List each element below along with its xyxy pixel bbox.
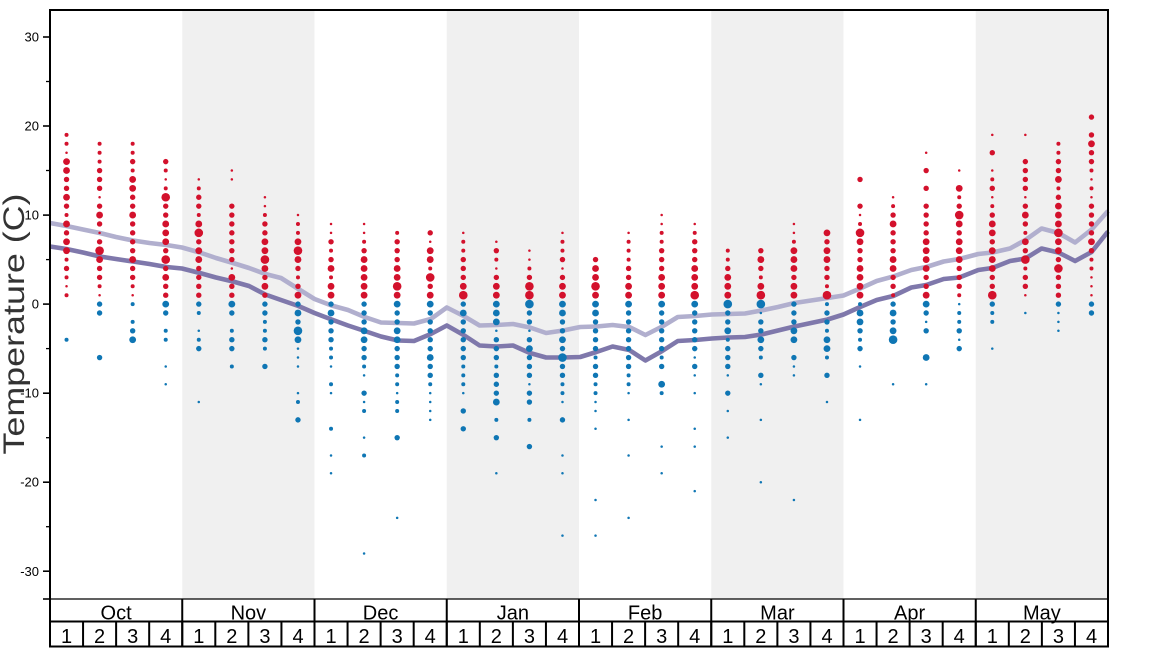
svg-text:Temperature (C): Temperature (C) — [0, 194, 31, 455]
svg-text:4: 4 — [292, 626, 303, 648]
svg-text:Feb: Feb — [628, 602, 662, 624]
svg-text:Mar: Mar — [760, 602, 795, 624]
svg-text:1: 1 — [193, 626, 204, 648]
svg-text:10: 10 — [25, 208, 39, 223]
svg-text:2: 2 — [359, 626, 370, 648]
svg-text:3: 3 — [656, 626, 667, 648]
svg-text:4: 4 — [821, 626, 832, 648]
svg-text:2: 2 — [888, 626, 899, 648]
svg-text:3: 3 — [524, 626, 535, 648]
svg-text:-20: -20 — [20, 475, 39, 490]
svg-text:1: 1 — [458, 626, 469, 648]
svg-text:3: 3 — [127, 626, 138, 648]
svg-text:20: 20 — [25, 119, 39, 134]
svg-text:4: 4 — [425, 626, 436, 648]
svg-text:3: 3 — [921, 626, 932, 648]
svg-text:4: 4 — [557, 626, 568, 648]
svg-text:2: 2 — [755, 626, 766, 648]
svg-text:2: 2 — [226, 626, 237, 648]
svg-text:1: 1 — [987, 626, 998, 648]
svg-text:4: 4 — [689, 626, 700, 648]
svg-text:1: 1 — [590, 626, 601, 648]
svg-text:1: 1 — [854, 626, 865, 648]
svg-text:3: 3 — [1053, 626, 1064, 648]
svg-text:Oct: Oct — [101, 602, 133, 624]
svg-text:1: 1 — [325, 626, 336, 648]
svg-text:3: 3 — [392, 626, 403, 648]
svg-text:2: 2 — [491, 626, 502, 648]
svg-text:-30: -30 — [20, 564, 39, 579]
svg-text:2: 2 — [1020, 626, 1031, 648]
svg-text:Apr: Apr — [894, 602, 925, 624]
svg-text:-10: -10 — [20, 386, 39, 401]
svg-text:Dec: Dec — [363, 602, 399, 624]
svg-text:May: May — [1023, 602, 1061, 624]
svg-text:30: 30 — [25, 30, 39, 45]
svg-text:Jan: Jan — [497, 602, 529, 624]
svg-text:1: 1 — [61, 626, 72, 648]
svg-text:Nov: Nov — [231, 602, 267, 624]
svg-text:4: 4 — [160, 626, 171, 648]
svg-text:3: 3 — [259, 626, 270, 648]
svg-text:2: 2 — [623, 626, 634, 648]
svg-text:4: 4 — [1086, 626, 1097, 648]
svg-text:2: 2 — [94, 626, 105, 648]
svg-text:0: 0 — [32, 297, 39, 312]
svg-text:4: 4 — [954, 626, 965, 648]
svg-text:3: 3 — [788, 626, 799, 648]
svg-text:1: 1 — [722, 626, 733, 648]
